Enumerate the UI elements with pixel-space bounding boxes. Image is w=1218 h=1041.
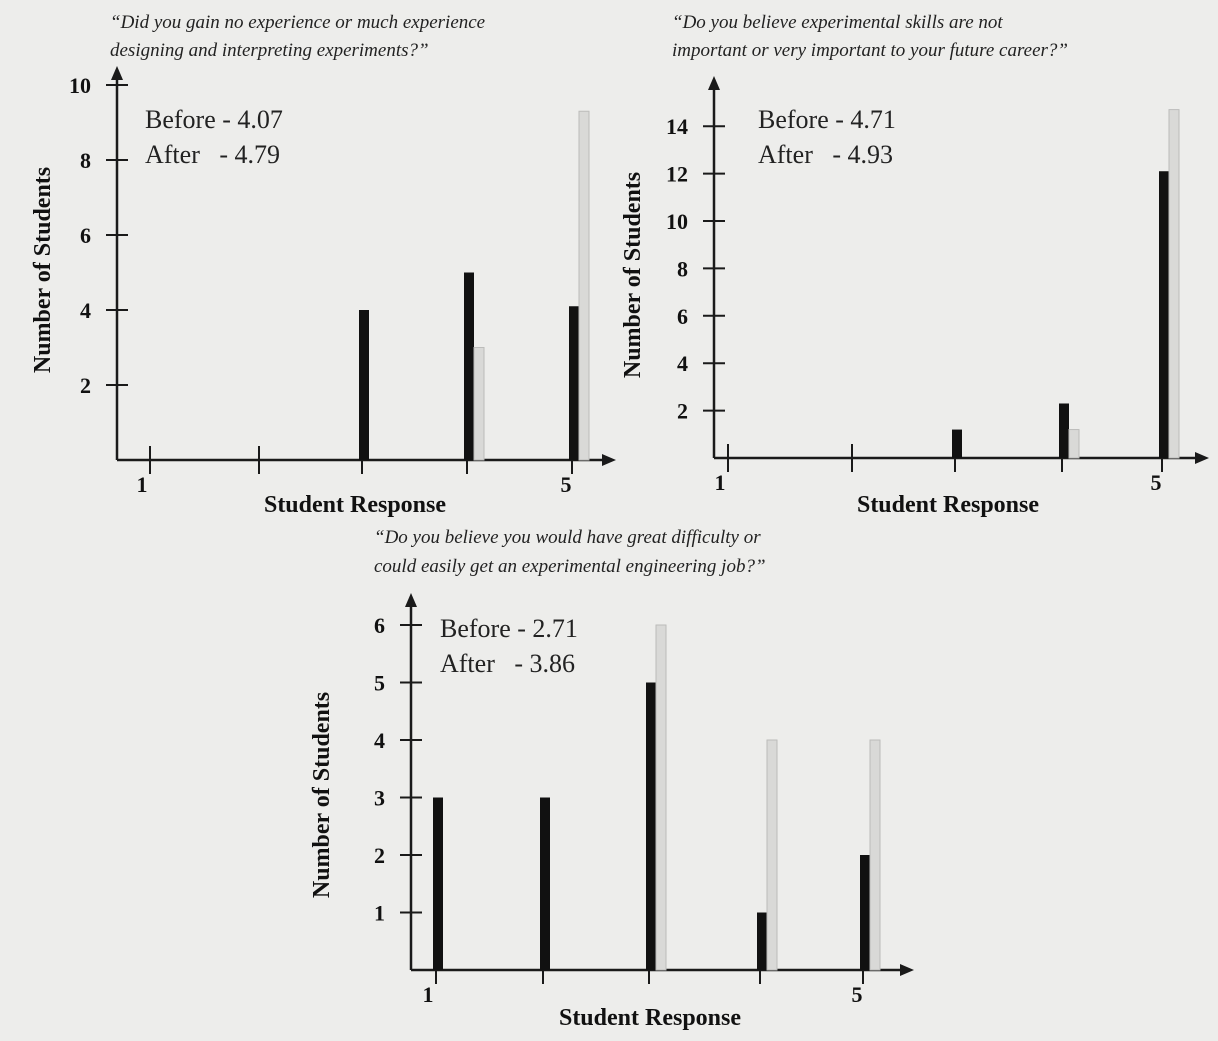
y-tick-label: 8 — [80, 148, 91, 173]
y-tick-label: 2 — [80, 373, 91, 398]
y-tick-label: 6 — [80, 223, 91, 248]
bar-after — [1068, 429, 1080, 459]
chart-title-line: “Did you gain no experience or much expe… — [110, 12, 485, 33]
x-axis-arrow — [1195, 452, 1209, 464]
y-axis-label: Number of Students — [30, 167, 56, 373]
mean-annotation-line: Before - 2.71 — [440, 614, 578, 643]
bar-before — [540, 797, 550, 970]
x-axis-label: Student Response — [264, 492, 446, 518]
y-tick-label: 1 — [374, 901, 385, 926]
chart-title: “Did you gain no experience or much expe… — [110, 12, 485, 61]
chart-title: “Do you believe experimental skills are … — [672, 12, 1068, 61]
y-tick-label: 6 — [677, 304, 688, 329]
y-tick-label: 12 — [666, 162, 688, 187]
x-tick-label: 1 — [423, 982, 434, 1007]
chart-title-line: designing and interpreting experiments?” — [110, 40, 429, 61]
mean-annotation-line: After - 3.86 — [440, 649, 575, 678]
mean-annotation-line: Before - 4.07 — [145, 105, 283, 134]
chart-3: “Do you believe you would have great dif… — [309, 527, 914, 1031]
y-tick-label: 14 — [666, 114, 688, 139]
chart-title-line: “Do you believe experimental skills are … — [672, 12, 1003, 33]
bar-before — [464, 272, 474, 460]
x-axis-arrow — [602, 454, 616, 466]
bar-after — [766, 739, 778, 971]
y-tick-label: 5 — [374, 671, 385, 696]
chart-2: “Do you believe experimental skills are … — [620, 12, 1209, 518]
y-axis-label: Number of Students — [309, 692, 335, 898]
y-tick-label: 3 — [374, 786, 385, 811]
bar-after — [1168, 109, 1180, 459]
bar-before — [1059, 403, 1069, 458]
y-axis-label: Number of Students — [620, 172, 646, 378]
y-axis-arrow — [708, 76, 720, 90]
y-axis-arrow — [111, 66, 123, 80]
chart-title-line: could easily get an experimental enginee… — [374, 556, 766, 577]
chart-title-line: “Do you believe you would have great dif… — [374, 527, 761, 548]
x-axis-label: Student Response — [559, 1005, 741, 1031]
y-tick-label: 4 — [677, 351, 688, 376]
bar-before — [1159, 171, 1169, 459]
y-tick-label: 10 — [69, 73, 91, 98]
chart-title-line: important or very important to your futu… — [672, 40, 1068, 61]
y-tick-label: 4 — [80, 298, 91, 323]
bar-before — [569, 306, 579, 460]
bar-after — [473, 347, 485, 461]
bar-before — [433, 797, 443, 970]
bar-after — [655, 624, 667, 971]
x-tick-label: 5 — [852, 982, 863, 1007]
chart-1: “Did you gain no experience or much expe… — [30, 12, 616, 518]
x-tick-label: 1 — [715, 470, 726, 495]
y-tick-label: 2 — [677, 399, 688, 424]
mean-annotation-line: Before - 4.71 — [758, 105, 896, 134]
x-tick-label: 5 — [1151, 470, 1162, 495]
chart-title: “Do you believe you would have great dif… — [374, 527, 766, 577]
x-axis-label: Student Response — [857, 492, 1039, 518]
bar-before — [646, 682, 656, 970]
y-tick-label: 8 — [677, 256, 688, 281]
x-axis-arrow — [900, 964, 914, 976]
bar-before — [757, 912, 767, 970]
y-tick-label: 10 — [666, 209, 688, 234]
x-tick-label: 1 — [137, 472, 148, 497]
bar-after — [869, 739, 881, 971]
bar-before — [359, 310, 369, 460]
mean-annotation: Before - 2.71 After - 3.86 — [440, 614, 578, 678]
mean-annotation-line: After - 4.79 — [145, 140, 280, 169]
x-tick-label: 5 — [561, 472, 572, 497]
mean-annotation: Before - 4.07 After - 4.79 — [145, 105, 283, 169]
y-axis-arrow — [405, 593, 417, 607]
mean-annotation: Before - 4.71 After - 4.93 — [758, 105, 896, 169]
mean-annotation-line: After - 4.93 — [758, 140, 893, 169]
y-tick-label: 6 — [374, 613, 385, 638]
y-tick-label: 2 — [374, 843, 385, 868]
bar-before — [952, 429, 962, 458]
y-tick-label: 4 — [374, 728, 385, 753]
bar-after — [578, 110, 590, 461]
bar-before — [860, 855, 870, 970]
